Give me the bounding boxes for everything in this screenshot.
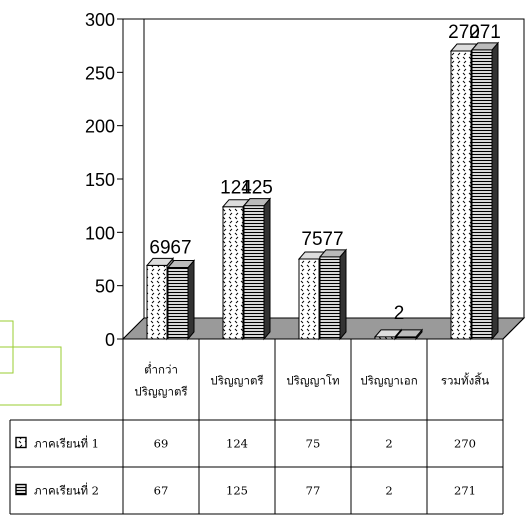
y-tick-label: 50 <box>95 277 115 297</box>
bar-front <box>146 264 168 340</box>
bar-top <box>318 249 348 258</box>
table-cell-value: 2 <box>385 484 392 498</box>
category-label: รวมทั้งสิ้น <box>441 373 489 388</box>
table-cell-value: 2 <box>385 437 392 451</box>
data-label: 69 <box>149 237 170 258</box>
table-line <box>502 317 525 340</box>
bar-front <box>298 258 320 340</box>
legend-label: ภาคเรียนที่ 2 <box>34 483 99 498</box>
legend-label: ภาคเรียนที่ 1 <box>34 436 99 451</box>
bar-top <box>145 257 175 266</box>
bar-top <box>470 42 500 51</box>
bar <box>318 248 348 341</box>
bar-front <box>471 49 493 340</box>
bars <box>145 41 500 341</box>
data-label: 75 <box>301 229 322 250</box>
bar-front <box>450 50 472 340</box>
data-table: ต่ำกว่าปริญญาตรีปริญญาตรี ปริญญาโท ปริญญาเ… <box>9 317 525 515</box>
table-cell-value: 75 <box>306 437 321 451</box>
category-label: ปริญญาโท <box>286 374 339 388</box>
table-cell-value: 124 <box>226 437 248 451</box>
table-cell-value: 77 <box>306 484 321 498</box>
side-wall <box>122 18 145 341</box>
legend-key <box>15 436 27 449</box>
data-label: 270 <box>448 22 480 43</box>
bar-top <box>242 198 272 207</box>
bar-front <box>319 256 341 340</box>
bar <box>166 259 196 341</box>
table-cell-value: 67 <box>154 484 169 498</box>
table-cell-value: 271 <box>454 484 476 498</box>
y-tick-label: 250 <box>85 63 115 83</box>
category-label: ปริญญาตรี <box>134 385 187 399</box>
bar-side <box>187 259 195 341</box>
data-label: 125 <box>241 178 273 199</box>
category-label: ต่ำกว่า <box>144 362 178 377</box>
y-tick-label: 0 <box>105 330 115 350</box>
bar-side <box>339 248 347 341</box>
y-axis: 0 50 100 150 200 250 300 <box>85 10 124 350</box>
category-label: ปริญญาตรี <box>210 374 263 388</box>
y-tick-label: 200 <box>85 117 115 137</box>
bar-side <box>491 41 499 341</box>
data-label: 124 <box>220 178 252 199</box>
bar <box>394 328 424 341</box>
data-label: 271 <box>469 22 501 43</box>
category-label: ปริญญาเอก <box>360 374 417 388</box>
bar-top <box>394 329 424 338</box>
bar-top <box>166 260 196 269</box>
bar-front <box>243 205 265 340</box>
table-cell-value: 270 <box>454 437 476 451</box>
y-tick-label: 300 <box>85 10 115 30</box>
legend-key <box>15 483 27 496</box>
data-label: 77 <box>322 229 343 250</box>
data-label: 67 <box>170 237 191 258</box>
table-cell-value: 69 <box>154 437 169 451</box>
data-label: 2 <box>394 303 405 324</box>
overlay-boxes <box>0 320 62 406</box>
bar-side <box>263 197 271 341</box>
bar-top <box>373 329 403 338</box>
y-tick-label: 150 <box>85 170 115 190</box>
bar-front <box>167 267 189 340</box>
overlay-box <box>0 346 62 406</box>
bar-front <box>222 206 244 340</box>
bar <box>470 41 500 341</box>
bar <box>242 197 272 341</box>
y-tick-label: 100 <box>85 223 115 243</box>
table-cell-value: 125 <box>226 484 248 498</box>
